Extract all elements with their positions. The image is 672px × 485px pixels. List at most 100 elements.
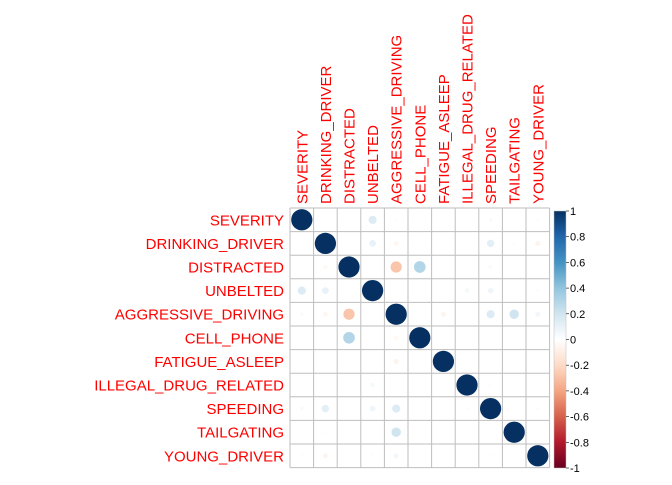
corr-circle-distracted-young_driver (536, 265, 539, 269)
colorbar-tick-label: 0.8 (570, 232, 585, 244)
corr-circle-distracted-cell_phone (413, 261, 426, 273)
corr-circle-aggressive_driving-distracted (343, 308, 355, 320)
corr-circle-illegal_drug_related-speeding (489, 383, 493, 387)
corr-circle-unbelted-illegal_drug_related (464, 288, 470, 293)
corr-circle-fatigue_asleep-fatigue_asleep (432, 350, 455, 373)
column-label: DISTRACTED (342, 108, 359, 204)
corr-circle-drinking_driver-fatigue_asleep (442, 242, 445, 245)
corr-circle-drinking_driver-drinking_driver (314, 232, 337, 255)
corr-circle-severity-severity (291, 209, 313, 231)
corr-circle-speeding-speeding (479, 397, 502, 420)
corr-circle-illegal_drug_related-unbelted (370, 382, 375, 388)
row-label: CELL_PHONE (185, 330, 284, 347)
column-label: TAILGATING (507, 117, 524, 204)
corr-circle-drinking_driver-severity (300, 242, 303, 245)
corr-circle-drinking_driver-tailgating (512, 241, 516, 245)
corr-circle-drinking_driver-young_driver (535, 240, 541, 246)
colorbar-tick-label: -0.2 (570, 360, 589, 372)
colorbar-tick-label: -1 (570, 463, 580, 475)
row-label: DISTRACTED (188, 260, 284, 277)
corr-circle-severity-drinking_driver (324, 218, 327, 221)
column-label: SEVERITY (294, 130, 311, 204)
corr-circle-cell_phone-aggressive_driving (394, 335, 399, 340)
corr-circle-young_driver-severity (300, 454, 304, 458)
colorbar: 1 0.8 0.6 0.4 0.2 0 -0.2 -0.4 -0.6 -0.8 -1 (553, 206, 589, 475)
corr-circle-drinking_driver-cell_phone (418, 242, 421, 245)
column-label: ILLEGAL_DRUG_RELATED (460, 14, 477, 204)
corr-circle-aggressive_driving-drinking_driver (323, 311, 328, 317)
corr-circle-unbelted-drinking_driver (322, 287, 329, 294)
corr-circle-illegal_drug_related-illegal_drug_related (456, 374, 478, 396)
column-label: DRINKING_DRIVER (318, 65, 335, 204)
corr-circle-drinking_driver-speeding (486, 239, 495, 248)
row-label: SPEEDING (206, 401, 284, 418)
column-label: YOUNG_DRIVER (530, 84, 547, 204)
corr-circle-severity-unbelted (368, 215, 377, 224)
corr-circle-distracted-speeding (488, 265, 493, 269)
corr-circle-speeding-drinking_driver (321, 404, 330, 413)
corr-circle-cell_phone-cell_phone (409, 327, 431, 349)
row-label: SEVERITY (210, 212, 284, 229)
correlation-circles (291, 209, 549, 467)
row-label: TAILGATING (197, 425, 284, 442)
row-label: AGGRESSIVE_DRIVING (115, 307, 284, 324)
colorbar-tick-label: 0 (570, 335, 576, 347)
column-labels: SEVERITY DRINKING_DRIVER DISTRACTED UNBELTE… (294, 14, 547, 204)
column-label: SPEEDING (483, 126, 500, 204)
colorbar-tick-label: -0.8 (570, 437, 589, 449)
colorbar-tick-label: -0.6 (570, 412, 589, 424)
colorbar-tick-label: 0.6 (570, 257, 585, 269)
corr-circle-speeding-severity (299, 406, 304, 411)
corr-circle-aggressive_driving-speeding (486, 310, 495, 319)
corr-circle-drinking_driver-distracted (347, 242, 351, 245)
corr-circle-fatigue_asleep-aggressive_driving (393, 358, 399, 364)
corr-circle-drinking_driver-aggressive_driving (393, 241, 399, 246)
corr-circle-unbelted-unbelted (361, 279, 384, 302)
corr-circle-speeding-aggressive_driving (392, 404, 401, 413)
corr-circle-distracted-tailgating (513, 265, 516, 269)
row-label: DRINKING_DRIVER (146, 236, 285, 253)
corr-circle-unbelted-severity (297, 286, 306, 295)
corr-circle-tailgating-drinking_driver (323, 430, 327, 434)
column-label: UNBELTED (365, 125, 382, 204)
corr-circle-aggressive_driving-fatigue_asleep (440, 311, 446, 317)
column-label: CELL_PHONE (412, 105, 429, 204)
corr-circle-young_driver-young_driver (527, 445, 549, 467)
corr-circle-drinking_driver-unbelted (369, 240, 376, 247)
colorbar-tick-label: -0.4 (570, 386, 589, 398)
corr-circle-unbelted-young_driver (536, 289, 540, 293)
corr-circle-tailgating-aggressive_driving (391, 427, 401, 437)
corr-circle-young_driver-speeding (489, 454, 493, 458)
corr-circle-cell_phone-distracted (343, 331, 355, 344)
corr-circle-distracted-drinking_driver (323, 264, 328, 270)
corr-circle-speeding-young_driver (536, 407, 540, 411)
corr-circle-aggressive_driving-severity (299, 312, 304, 317)
column-label: FATIGUE_ASLEEP (436, 74, 453, 204)
corr-circle-speeding-illegal_drug_related (465, 407, 469, 411)
corr-circle-aggressive_driving-aggressive_driving (385, 303, 407, 325)
grid (289, 207, 551, 469)
corr-circle-speeding-unbelted (369, 405, 376, 412)
row-labels: SEVERITY DRINKING_DRIVER DISTRACTED UNBELTE… (94, 212, 284, 465)
corr-circle-severity-aggressive_driving (394, 218, 398, 222)
row-label: UNBELTED (205, 283, 284, 300)
row-label: YOUNG_DRIVER (164, 448, 284, 465)
corr-circle-aggressive_driving-young_driver (535, 311, 541, 317)
corr-circle-tailgating-tailgating (503, 421, 525, 443)
colorbar-gradient (553, 210, 567, 469)
corr-circle-unbelted-speeding (487, 287, 494, 294)
corr-circle-distracted-aggressive_driving (390, 261, 402, 273)
corr-circle-young_driver-drinking_driver (322, 453, 328, 459)
column-label: AGGRESSIVE_DRIVING (389, 35, 406, 204)
corr-circle-cell_phone-drinking_driver (324, 336, 327, 339)
colorbar-tick-label: 1 (570, 206, 576, 218)
corr-circle-illegal_drug_related-aggressive_driving (395, 383, 398, 387)
corr-circle-aggressive_driving-tailgating (509, 309, 519, 319)
corr-circle-young_driver-unbelted (371, 454, 375, 458)
colorbar-tick-label: 0.4 (570, 283, 585, 295)
corr-circle-severity-speeding (488, 217, 493, 222)
row-label: ILLEGAL_DRUG_RELATED (94, 378, 284, 395)
colorbar-tick-label: 0.2 (570, 309, 585, 321)
